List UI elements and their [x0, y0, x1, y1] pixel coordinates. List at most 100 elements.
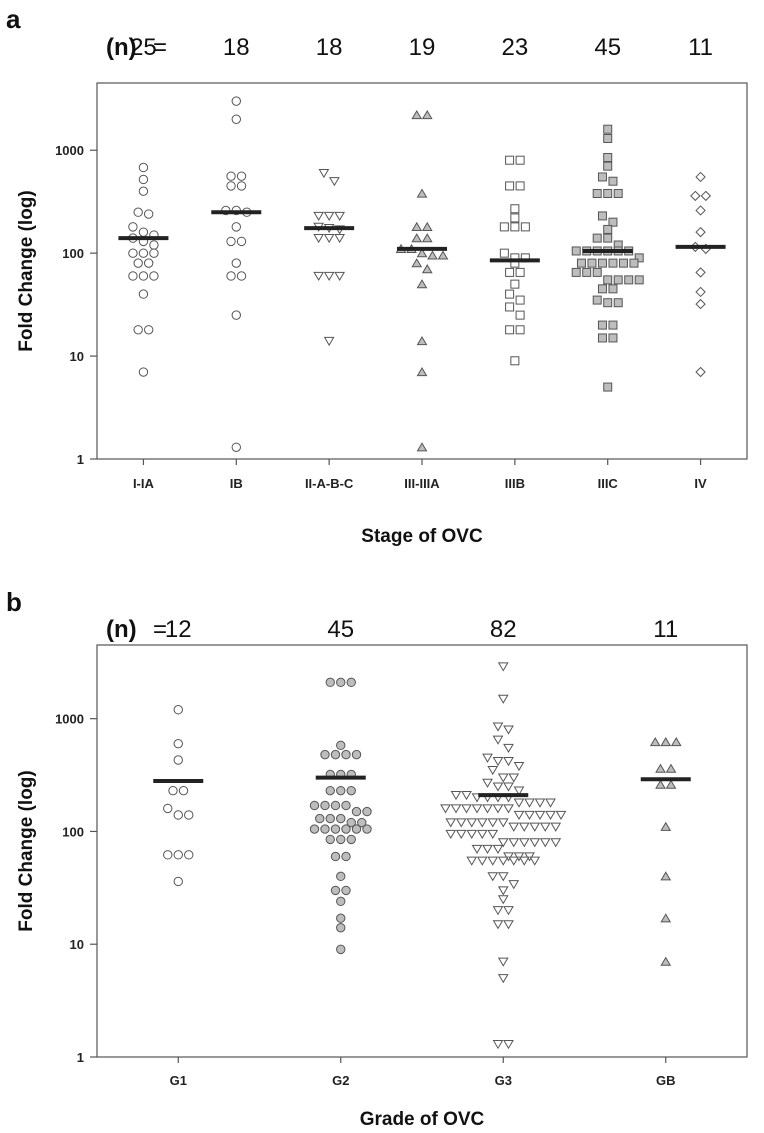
data-point — [466, 856, 478, 866]
data-point — [545, 810, 556, 821]
data-point — [497, 662, 509, 672]
data-point — [503, 920, 514, 930]
y-tick-label: 1 — [77, 1050, 84, 1065]
data-point — [461, 804, 472, 814]
data-point — [416, 336, 428, 346]
data-point — [226, 236, 236, 247]
data-point — [416, 442, 428, 452]
y-tick-label: 1000 — [55, 143, 84, 158]
data-point — [138, 227, 149, 237]
data-point — [482, 804, 493, 814]
data-point — [503, 725, 514, 735]
n-count-label: 18 — [223, 34, 250, 61]
data-point — [236, 271, 247, 281]
data-point — [334, 211, 346, 221]
data-point — [231, 258, 241, 268]
data-point — [336, 871, 346, 882]
data-point — [534, 798, 546, 808]
data-point — [513, 761, 525, 772]
data-point — [508, 773, 520, 783]
x-tick-label: GB — [656, 1073, 676, 1088]
data-point — [320, 749, 330, 760]
data-point — [492, 782, 504, 792]
data-point — [524, 798, 535, 808]
data-point — [226, 171, 236, 181]
data-point — [341, 749, 351, 760]
data-point — [695, 267, 706, 278]
data-point — [476, 818, 488, 828]
data-point — [515, 310, 525, 320]
n-count-label: 23 — [502, 34, 529, 61]
data-point — [695, 366, 706, 378]
data-point — [660, 956, 672, 966]
data-point — [231, 114, 241, 124]
data-point — [138, 367, 149, 377]
x-tick-label: II-A-B-C — [305, 476, 354, 491]
data-point — [421, 233, 433, 243]
data-point — [440, 804, 451, 814]
data-point — [597, 284, 607, 294]
data-point — [529, 856, 541, 866]
data-point — [173, 810, 183, 820]
data-point — [329, 177, 340, 187]
data-point — [608, 258, 618, 268]
data-point — [138, 289, 149, 299]
data-point — [603, 233, 613, 243]
data-point — [411, 258, 423, 268]
data-point — [670, 737, 682, 747]
data-point — [550, 822, 562, 832]
data-point — [466, 818, 478, 828]
x-axis-title: Grade of OVC — [360, 1109, 485, 1130]
data-point — [178, 785, 189, 796]
data-point — [497, 818, 509, 828]
data-point — [482, 778, 493, 788]
data-point — [613, 188, 623, 198]
data-point — [163, 803, 173, 814]
data-point — [603, 134, 613, 144]
panel-letter: b — [6, 587, 22, 617]
data-point — [323, 271, 335, 282]
data-point — [529, 822, 541, 832]
n-prefix-label: (n) — [106, 616, 137, 643]
data-point — [576, 258, 586, 268]
data-point — [510, 204, 520, 214]
panel-a: a (n) = 1 10 100 1000 Fold Change (log) Stage of… — [6, 4, 748, 547]
data-point — [582, 267, 592, 277]
data-point — [236, 236, 247, 247]
series-G1: G1 12 — [153, 616, 204, 1088]
data-point — [336, 785, 346, 796]
data-point — [323, 211, 335, 221]
series-I-IA: I-IA 25 — [118, 34, 169, 491]
data-point — [608, 284, 618, 294]
data-point — [411, 233, 423, 243]
data-point — [346, 677, 356, 688]
data-point — [231, 442, 241, 452]
data-point — [508, 838, 520, 848]
x-tick-label: G2 — [332, 1073, 349, 1088]
data-point — [330, 851, 341, 862]
data-point — [476, 829, 488, 839]
series-III-IIIA: III-IIIA 19 — [395, 34, 449, 491]
data-point — [597, 211, 607, 221]
data-point — [603, 124, 613, 134]
data-point — [603, 161, 613, 171]
data-point — [587, 258, 597, 268]
series-IIIC: IIIC 45 — [571, 34, 644, 491]
data-point — [416, 366, 428, 377]
data-point — [231, 96, 241, 106]
data-point — [499, 222, 509, 232]
data-point — [592, 267, 602, 277]
data-point — [138, 162, 149, 173]
data-point — [450, 804, 462, 814]
data-point — [427, 250, 438, 260]
data-point — [143, 325, 154, 335]
data-point — [492, 735, 504, 745]
data-point — [226, 271, 236, 281]
data-point — [309, 824, 320, 834]
series-IV: IV 11 — [675, 34, 726, 491]
y-tick-label: 100 — [62, 246, 84, 261]
data-point — [508, 880, 520, 890]
data-point — [597, 258, 607, 268]
data-point — [497, 957, 509, 967]
data-point — [505, 155, 515, 165]
